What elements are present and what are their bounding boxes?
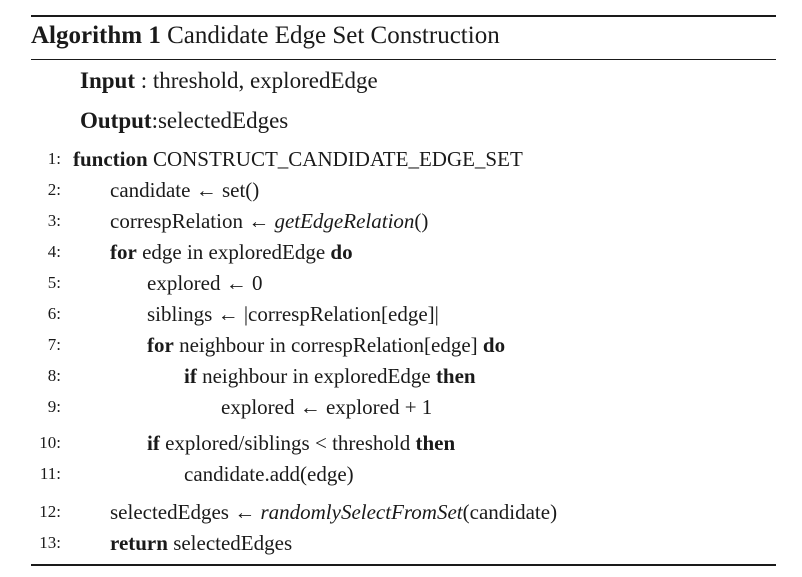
line-number: 13: (39, 533, 61, 552)
top-rule (31, 15, 776, 17)
code-text: explored ← 0 (147, 271, 263, 295)
line-number: 8: (47, 366, 61, 385)
input-label: Input (80, 68, 135, 93)
code-text: () (414, 209, 429, 233)
input-line: Input : threshold, exploredEdge (80, 67, 378, 95)
line-code: explored ← 0 (147, 269, 262, 297)
keyword: do (482, 333, 506, 357)
line-number: 11: (39, 464, 61, 483)
code-text: neighbour in exploredEdge (196, 364, 436, 388)
line-code: function CONSTRUCT_CANDIDATE_EDGE_SET (73, 145, 523, 173)
algorithm-name: Candidate Edge Set Construction (167, 22, 500, 49)
keyword: if (147, 431, 160, 455)
line-number: 1: (47, 149, 61, 168)
line-number: 3: (47, 211, 61, 230)
line-code: explored ← explored + 1 (221, 393, 432, 421)
line-number: 2: (47, 180, 61, 199)
line-code: return selectedEdges (110, 529, 292, 557)
keyword: for (110, 240, 137, 264)
line-code: candidate.add(edge) (184, 460, 354, 488)
line-number: 12: (39, 502, 61, 521)
code-text: selectedEdges (167, 531, 293, 555)
code-text: edge in exploredEdge (136, 240, 331, 264)
line-code: selectedEdges ← randomlySelectFromSet(ca… (110, 498, 557, 526)
keyword: if (184, 364, 197, 388)
line-code: for edge in exploredEdge do (110, 238, 353, 266)
algorithm-title: Algorithm 1 Candidate Edge Set Construct… (31, 21, 500, 51)
title-rule (31, 59, 776, 60)
algorithm-label: Algorithm 1 (31, 22, 161, 49)
input-value: : threshold, exploredEdge (134, 68, 378, 93)
code-text: correspRelation ← (110, 209, 275, 233)
code-text: explored/siblings < threshold (159, 431, 416, 455)
function-call: getEdgeRelation (274, 209, 415, 233)
function-call: randomlySelectFromSet (260, 500, 463, 524)
code-text: selectedEdges ← (110, 500, 261, 524)
keyword: then (435, 364, 476, 388)
code-text: candidate ← set() (110, 178, 260, 202)
bottom-rule (31, 564, 776, 566)
line-number: 9: (47, 397, 61, 416)
line-code: for neighbour in correspRelation[edge] d… (147, 331, 505, 359)
line-number: 6: (47, 304, 61, 323)
line-number: 7: (47, 335, 61, 354)
code-text: CONSTRUCT_CANDIDATE_EDGE_SET (147, 147, 523, 171)
line-code: candidate ← set() (110, 176, 259, 204)
keyword: return (110, 531, 168, 555)
keyword: do (330, 240, 353, 264)
code-text: (candidate) (462, 500, 558, 524)
line-code: if explored/siblings < threshold then (147, 429, 455, 457)
line-code: correspRelation ← getEdgeRelation() (110, 207, 428, 235)
code-text: neighbour in correspRelation[edge] (173, 333, 483, 357)
line-number: 10: (39, 433, 61, 452)
code-text: siblings ← |correspRelation[edge]| (147, 302, 439, 326)
line-number: 5: (47, 273, 61, 292)
output-line: Output:selectedEdges (80, 107, 288, 135)
line-code: siblings ← |correspRelation[edge]| (147, 300, 439, 328)
line-code: if neighbour in exploredEdge then (184, 362, 476, 390)
keyword: for (147, 333, 174, 357)
code-text: explored ← explored + 1 (221, 395, 433, 419)
keyword: function (73, 147, 148, 171)
code-text: candidate.add(edge) (184, 462, 354, 486)
line-number: 4: (47, 242, 61, 261)
output-label: Output (80, 108, 152, 133)
keyword: then (415, 431, 456, 455)
output-value: :selectedEdges (151, 108, 289, 133)
